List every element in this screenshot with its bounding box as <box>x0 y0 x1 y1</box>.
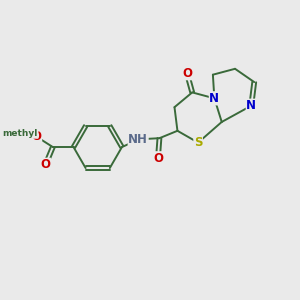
Text: N: N <box>209 92 219 105</box>
Text: NH: NH <box>128 133 148 146</box>
Text: O: O <box>153 152 163 165</box>
Text: O: O <box>182 67 192 80</box>
Text: O: O <box>32 130 42 143</box>
Text: S: S <box>194 136 203 149</box>
Text: O: O <box>40 158 50 171</box>
Text: N: N <box>246 99 256 112</box>
Text: methyl: methyl <box>3 129 38 138</box>
